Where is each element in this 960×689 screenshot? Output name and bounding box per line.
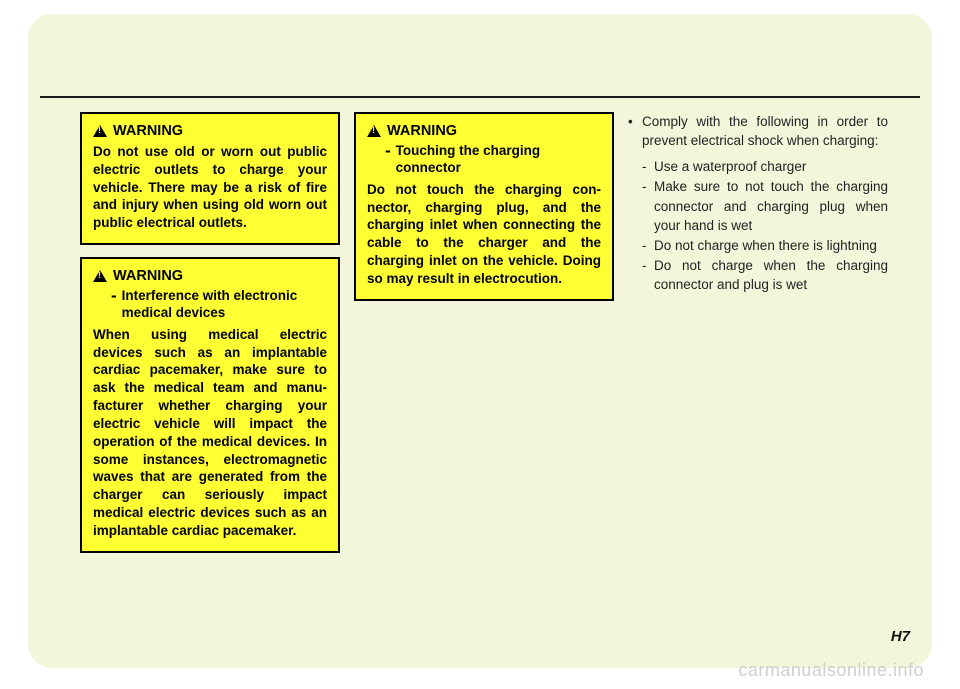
bullet-item: • Comply with the following in order to … xyxy=(628,112,888,150)
sub-item: - Use a waterproof charger xyxy=(642,157,888,176)
warning-triangle-icon xyxy=(93,270,107,282)
page-number: H7 xyxy=(891,628,910,645)
warning-box-outlets: WARNING Do not use old or worn out pub­l… xyxy=(80,112,340,245)
dash-icon: - xyxy=(385,143,391,159)
column-3: • Comply with the following in order to … xyxy=(628,112,888,553)
sub-item: - Do not charge when the charging connec… xyxy=(642,256,888,294)
warning-box-medical: WARNING - Interference with electron­ic … xyxy=(80,257,340,553)
bullet-text: Comply with the following in order to pr… xyxy=(642,112,888,150)
bullet-dot-icon: • xyxy=(628,112,642,150)
dash-icon: - xyxy=(642,157,654,176)
warning-label: WARNING xyxy=(113,268,183,284)
sub-text: Make sure to not touch the charg­ing con… xyxy=(654,177,888,234)
warning-body: Do not use old or worn out pub­lic elect… xyxy=(93,143,327,232)
dash-icon: - xyxy=(642,256,654,294)
watermark: carmanualsonline.info xyxy=(738,660,924,681)
warning-title: WARNING xyxy=(93,123,327,139)
warning-subtitle: - Touching the charging connector xyxy=(385,143,601,177)
column-2: WARNING - Touching the charging connecto… xyxy=(354,112,614,553)
dash-icon: - xyxy=(642,177,654,234)
warning-body: When using medical electric devices such… xyxy=(93,326,327,540)
warning-label: WARNING xyxy=(387,123,457,139)
warning-label: WARNING xyxy=(113,123,183,139)
warning-title: WARNING xyxy=(93,268,327,284)
warning-subtitle-text: Touching the charging connector xyxy=(396,143,601,177)
top-rule xyxy=(40,96,920,98)
warning-body: Do not touch the charging con­nector, ch… xyxy=(367,181,601,288)
dash-icon: - xyxy=(642,236,654,255)
sub-list: - Use a waterproof charger - Make sure t… xyxy=(628,156,888,294)
warning-box-connector: WARNING - Touching the charging connecto… xyxy=(354,112,614,301)
sub-item: - Make sure to not touch the charg­ing c… xyxy=(642,177,888,234)
warning-title: WARNING xyxy=(367,123,601,139)
sub-text: Do not charge when there is light­ning xyxy=(654,236,877,255)
warning-subtitle-text: Interference with electron­ic medical de… xyxy=(122,288,327,322)
column-1: WARNING Do not use old or worn out pub­l… xyxy=(80,112,340,553)
warning-triangle-icon xyxy=(93,125,107,137)
sub-item: - Do not charge when there is light­ning xyxy=(642,236,888,255)
warning-triangle-icon xyxy=(367,125,381,137)
sub-text: Use a waterproof charger xyxy=(654,157,806,176)
columns: WARNING Do not use old or worn out pub­l… xyxy=(80,112,892,553)
dash-icon: - xyxy=(111,288,117,304)
warning-subtitle: - Interference with electron­ic medical … xyxy=(111,288,327,322)
sub-text: Do not charge when the charging connecto… xyxy=(654,256,888,294)
